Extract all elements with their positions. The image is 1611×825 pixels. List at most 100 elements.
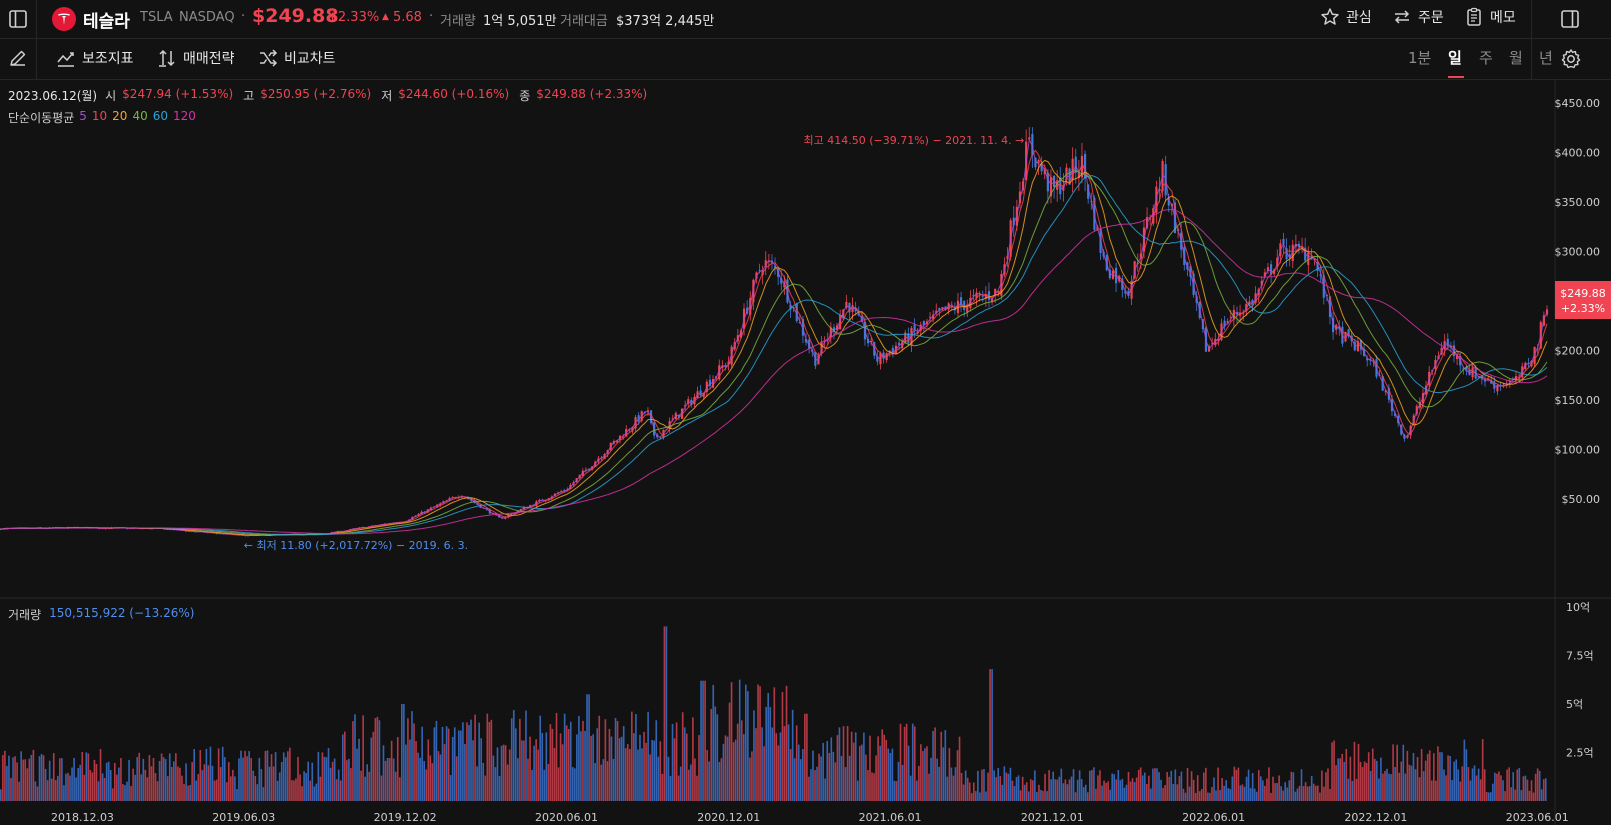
volume-bar — [1280, 786, 1282, 801]
volume-bar — [1294, 791, 1297, 801]
pencil-icon[interactable] — [8, 48, 28, 68]
volume-bar — [755, 728, 757, 801]
volume-bar — [940, 731, 943, 801]
volume-bar — [433, 727, 436, 801]
volume-bar — [364, 776, 366, 801]
volume-bar — [539, 715, 542, 801]
volume-bar — [541, 732, 544, 801]
volume-bar — [1398, 772, 1401, 801]
volume-bar — [61, 758, 63, 801]
timeframe-day[interactable]: 일 — [1448, 49, 1462, 67]
volume-bar — [757, 684, 759, 801]
volume-bar — [315, 783, 318, 801]
volume-bar — [999, 776, 1002, 801]
candle-body — [972, 295, 975, 296]
volume-bar — [700, 680, 702, 801]
volume-bar — [240, 750, 242, 801]
ma-period-120: 120 — [173, 109, 196, 123]
watchlist-button[interactable]: 관심 — [1320, 7, 1372, 27]
compare-button[interactable]: 비교차트 — [258, 48, 336, 68]
volume-bar — [179, 767, 181, 801]
volume-bar — [313, 786, 316, 801]
volume-bar — [1504, 791, 1506, 801]
volume-bar — [1357, 743, 1360, 801]
volume-bar — [1402, 744, 1405, 801]
volume-bar — [1455, 759, 1458, 801]
volume-bar — [793, 758, 796, 801]
volume-bar — [1526, 779, 1529, 801]
timeframe-1min[interactable]: 1분 — [1408, 49, 1432, 67]
volume-bar — [280, 761, 283, 801]
candle-body — [1288, 254, 1291, 258]
volume-bar — [590, 735, 592, 801]
volume-bar — [521, 740, 523, 801]
volume-bar — [319, 776, 322, 801]
volume-bar — [545, 732, 548, 801]
order-button[interactable]: 주문 — [1392, 7, 1444, 27]
volume-bar — [692, 717, 694, 801]
volume-bar — [1003, 766, 1006, 801]
volume-bar — [1233, 766, 1236, 801]
candle-body — [1235, 312, 1239, 315]
volume-bar — [185, 763, 187, 801]
volume-bar — [527, 758, 529, 801]
volume-bar — [217, 748, 220, 801]
volume-bar — [1288, 780, 1291, 801]
volume-bar — [223, 757, 226, 801]
strategy-button[interactable]: 매매전략 — [157, 48, 235, 68]
volume-panel-label: 거래량 — [8, 608, 42, 622]
panel-toggle-icon[interactable] — [1560, 9, 1580, 29]
volume-bar — [453, 727, 456, 801]
volume-bar — [1274, 783, 1276, 801]
volume-bar — [396, 737, 399, 801]
volume-bar — [659, 741, 662, 801]
volume-bar — [1086, 792, 1089, 801]
volume-bar — [472, 740, 474, 801]
candle-body — [845, 301, 848, 308]
top-bar: 테슬라 TSLA NASDAQ · $249.88 +2.33% ▲ 5.68 … — [0, 0, 1611, 38]
volume-bar — [1272, 776, 1274, 801]
volume-bar — [1243, 786, 1246, 801]
volume-bar — [938, 766, 941, 801]
volume-bar — [46, 780, 49, 801]
volume-bar — [891, 748, 894, 801]
candle-body — [1335, 324, 1338, 330]
memo-button[interactable]: 메모 — [1464, 7, 1516, 27]
close-value: $249.88 (+2.33%) — [536, 87, 648, 101]
volume-bar — [1481, 739, 1484, 801]
timeframe-week[interactable]: 주 — [1479, 49, 1493, 67]
timeframe-month[interactable]: 월 — [1509, 49, 1523, 67]
volume-bar — [1105, 782, 1107, 801]
volume-bar — [504, 745, 507, 801]
volume-bar — [18, 781, 20, 801]
volume-bar — [903, 726, 906, 801]
volume-bar — [1300, 769, 1303, 801]
volume-bar — [1412, 752, 1415, 801]
volume-bar — [344, 731, 346, 801]
volume-bar — [1485, 791, 1488, 801]
volume-bar — [1113, 774, 1116, 801]
candle-body — [1046, 172, 1049, 192]
volume-bar — [107, 761, 110, 801]
price-axis-tick: $400.00 — [1555, 147, 1601, 160]
candle-body — [687, 399, 690, 404]
volume-bar — [1091, 770, 1093, 801]
candle-body — [1083, 153, 1087, 179]
volume-bar — [1192, 779, 1195, 801]
volume-bar — [1306, 786, 1309, 801]
indicators-button[interactable]: 보조지표 — [56, 48, 134, 68]
timeframe-year[interactable]: 년 — [1539, 49, 1553, 67]
volume-bar — [156, 781, 159, 801]
watchlist-label: 관심 — [1346, 10, 1372, 26]
volume-bar — [1367, 752, 1370, 801]
volume-bar — [230, 776, 232, 801]
ma-line-5 — [0, 137, 1548, 537]
volume-bar — [187, 785, 189, 801]
settings-gear-icon[interactable] — [1560, 48, 1582, 70]
sidebar-toggle-icon[interactable] — [8, 9, 28, 29]
volume-bar — [1076, 779, 1079, 801]
volume-bar — [1534, 773, 1537, 801]
price-volume-chart[interactable]: $450.00$400.00$350.00$300.00$250.00$200.… — [0, 79, 1611, 825]
volume-bar — [702, 680, 704, 801]
ma-line-20 — [0, 159, 1548, 536]
